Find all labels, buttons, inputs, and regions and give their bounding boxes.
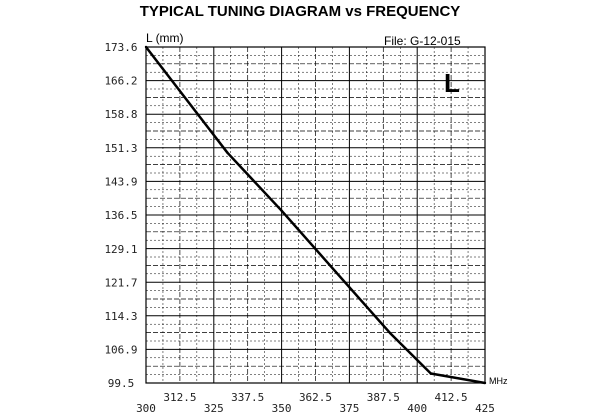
- series-layer: [144, 45, 487, 385]
- y-tick-label: 114.3: [104, 310, 137, 323]
- file-label: File: G-12-015: [384, 34, 461, 48]
- x-tick-label: 300: [136, 402, 156, 415]
- x-tick-label: 350: [272, 402, 292, 415]
- data-point: [226, 151, 229, 154]
- y-tick-label: 143.9: [104, 176, 137, 189]
- x-tick-label: 312.5: [163, 391, 196, 404]
- corner-letter: L: [444, 68, 460, 98]
- x-tick-label: 412.5: [435, 391, 468, 404]
- grid: [146, 47, 485, 383]
- x-tick-label: 325: [204, 402, 224, 415]
- x-tick-label: 375: [339, 402, 359, 415]
- y-tick-label: 121.7: [104, 276, 137, 289]
- y-tick-label: 106.9: [104, 343, 137, 356]
- x-unit-label: MHz: [489, 376, 508, 386]
- plot-border: [145, 46, 486, 384]
- x-tick-label: 425: [475, 402, 495, 415]
- data-point: [483, 381, 487, 385]
- data-point: [388, 331, 392, 335]
- x-tick-label: 362.5: [299, 391, 332, 404]
- y-tick-labels: 173.6 166.2 158.8 151.3 143.9 136.5 129.1 121.7…: [104, 41, 137, 390]
- plot-frame: [145, 46, 486, 384]
- y-tick-label: 151.3: [104, 142, 137, 155]
- x-tick-label: 337.5: [231, 391, 264, 404]
- y-tick-label: 158.8: [104, 108, 137, 121]
- data-point: [144, 45, 148, 49]
- y-tick-label: 173.6: [104, 41, 137, 54]
- y-tick-label: 136.5: [104, 209, 137, 222]
- y-axis-label: L (mm): [146, 31, 184, 45]
- data-point: [280, 209, 283, 212]
- x-tick-label: 400: [407, 402, 427, 415]
- x-tick-label: 387.5: [367, 391, 400, 404]
- y-tick-label: 129.1: [104, 243, 137, 256]
- x-tick-labels: 300 325 350 375 400 425 312.5 337.5 362.5 387.5 41…: [136, 391, 495, 415]
- y-tick-label: 99.5: [108, 377, 135, 390]
- chart-title: TYPICAL TUNING DIAGRAM vs FREQUENCY: [140, 3, 461, 20]
- y-tick-label: 166.2: [104, 75, 137, 88]
- data-point: [429, 372, 432, 375]
- data-point: [334, 270, 338, 274]
